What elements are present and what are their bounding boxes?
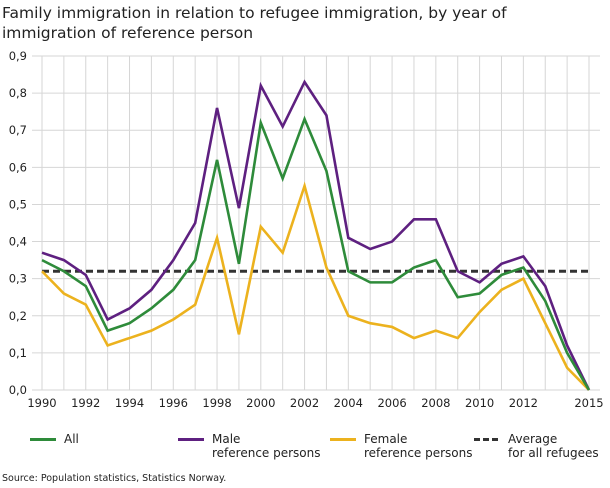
series-line-female-reference-persons <box>41 181 590 391</box>
x-tick-label: 2004 <box>334 396 363 410</box>
x-tick-label: 2002 <box>290 396 319 410</box>
y-tick-label: 0,1 <box>9 346 27 360</box>
legend-swatch <box>330 438 356 441</box>
y-tick-label: 0,9 <box>9 49 27 63</box>
chart-title: Family immigration in relation to refuge… <box>2 4 507 42</box>
series-line-all <box>41 115 591 391</box>
x-tick-label: 2015 <box>574 396 603 410</box>
y-tick-label: 0,6 <box>9 160 27 174</box>
x-tick-label: 1994 <box>115 396 144 410</box>
x-tick-label: 2000 <box>246 396 275 410</box>
legend-label: Male <box>212 432 241 446</box>
x-tick-label: 1990 <box>27 396 56 410</box>
x-tick-label: 1996 <box>159 396 188 410</box>
y-tick-label: 0,3 <box>9 272 27 286</box>
y-tick-label: 0,2 <box>9 309 27 323</box>
x-tick-label: 2010 <box>465 396 494 410</box>
legend-swatch <box>474 438 500 441</box>
plot-area: 0,0 0,1 0,2 0,3 0,4 0,5 0,6 0,7 0,8 0,9 1990 1992 19… <box>9 49 604 410</box>
y-tick-label: 0,8 <box>9 86 27 100</box>
legend-swatch <box>30 438 56 441</box>
series-line-male-reference-persons <box>41 79 591 391</box>
legend-label: All <box>64 432 79 446</box>
x-tick-label: 1998 <box>202 396 231 410</box>
y-tick-label: 0,5 <box>9 197 27 211</box>
legend-label: reference persons <box>364 446 473 460</box>
x-tick-label: 2012 <box>509 396 538 410</box>
x-tick-label: 2006 <box>377 396 406 410</box>
x-tick-label: 1992 <box>71 396 100 410</box>
y-tick-label: 0,0 <box>9 383 27 397</box>
legend-label: Female <box>364 432 408 446</box>
legend-label: Average <box>508 432 558 446</box>
legend-label: reference persons <box>212 446 321 460</box>
legend-swatch <box>178 438 204 441</box>
y-tick-label: 0,7 <box>9 123 27 137</box>
x-tick-label: 2008 <box>421 396 450 410</box>
legend-label: for all refugees <box>508 446 599 460</box>
y-tick-label: 0,4 <box>9 235 27 249</box>
source-note: Source: Population statistics, Statistic… <box>2 473 227 484</box>
